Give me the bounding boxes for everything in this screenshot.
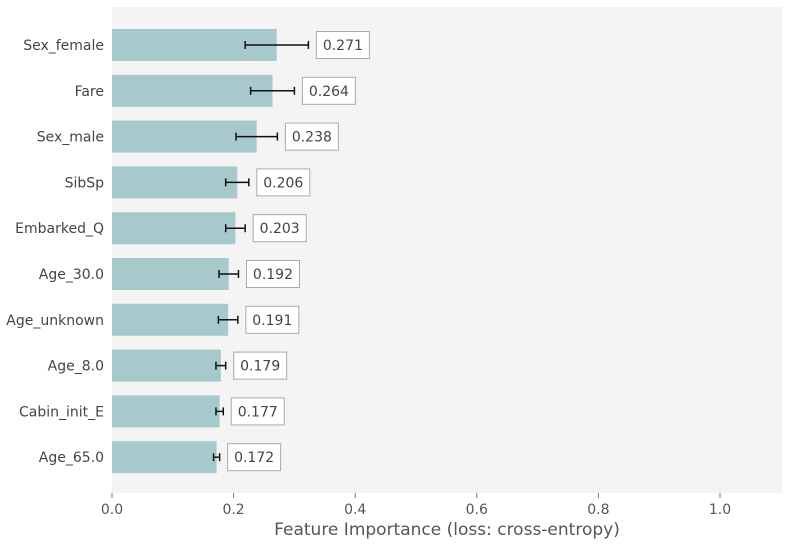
category-label: Cabin_init_E <box>19 404 104 420</box>
category-label: Age_8.0 <box>48 359 104 375</box>
bars <box>112 29 277 474</box>
category-label: Age_unknown <box>6 313 104 329</box>
category-label: Age_30.0 <box>39 267 104 283</box>
category-labels: Sex_female Fare Sex_male SibSp Embarked_Q Age… <box>6 38 104 466</box>
value-label: 0.172 <box>234 450 274 466</box>
value-label-box <box>227 443 282 472</box>
x-ticks: 0.0 0.2 0.4 0.6 0.8 1.0 <box>101 493 731 518</box>
category-label: Age_65.0 <box>39 450 104 466</box>
category-label: SibSp <box>65 175 105 191</box>
x-tick-label: 0.0 <box>101 502 123 518</box>
error-bars <box>212 41 310 462</box>
bar <box>112 212 236 245</box>
x-tick-label: 0.4 <box>344 502 366 518</box>
bar <box>112 120 257 153</box>
value-label-box <box>245 305 300 334</box>
value-label: 0.203 <box>260 221 300 237</box>
value-label: 0.271 <box>323 38 363 54</box>
value-label: 0.264 <box>309 84 349 100</box>
value-label: 0.192 <box>253 267 293 283</box>
value-label: 0.177 <box>238 404 278 420</box>
bar <box>112 258 229 290</box>
x-tick-label: 1.0 <box>709 502 731 518</box>
value-label: 0.191 <box>252 313 292 329</box>
category-label: Sex_male <box>37 130 104 146</box>
value-label-box <box>230 397 285 426</box>
bar <box>112 441 217 474</box>
value-label-box <box>245 260 300 288</box>
value-labels: 0.271 0.264 0.238 0.206 0.203 0.192 0.191 0.179… <box>227 31 370 472</box>
value-label-box <box>252 214 307 243</box>
value-label-box <box>315 31 370 59</box>
bar <box>112 166 238 199</box>
value-label: 0.206 <box>263 175 303 191</box>
x-tick-label: 0.6 <box>466 502 488 518</box>
bar <box>112 395 220 428</box>
value-label-box <box>233 351 288 380</box>
value-label: 0.179 <box>240 359 280 375</box>
value-label: 0.238 <box>292 130 332 146</box>
bar <box>112 349 221 382</box>
x-tick-label: 0.2 <box>222 502 244 518</box>
bar <box>112 303 229 336</box>
category-label: Embarked_Q <box>15 221 104 237</box>
category-label: Fare <box>75 84 104 100</box>
category-label: Sex_female <box>23 38 104 54</box>
value-label-box <box>256 168 311 197</box>
bar <box>112 74 273 107</box>
x-axis-title: Feature Importance (loss: cross-entropy) <box>274 520 620 540</box>
value-label-box <box>284 122 339 151</box>
value-label-box <box>301 76 356 105</box>
x-tick-label: 0.8 <box>587 502 609 518</box>
